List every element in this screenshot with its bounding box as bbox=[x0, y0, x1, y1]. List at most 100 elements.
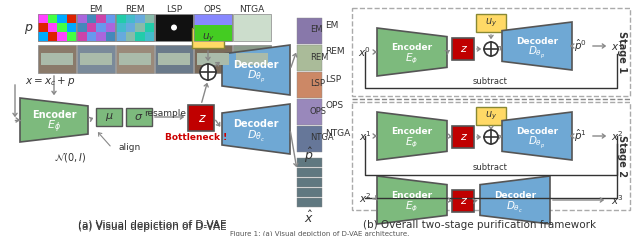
Bar bbox=[155, 14, 193, 41]
Bar bbox=[197, 53, 229, 65]
Bar bbox=[476, 14, 506, 32]
Text: LSP: LSP bbox=[310, 80, 325, 88]
Text: (a) Visual depiction of D-VAE: (a) Visual depiction of D-VAE bbox=[77, 222, 227, 232]
Bar bbox=[452, 38, 474, 60]
Text: p: p bbox=[24, 21, 32, 34]
Text: Encoder: Encoder bbox=[392, 42, 433, 51]
Text: $\hat{p}^0$: $\hat{p}^0$ bbox=[573, 38, 586, 54]
Text: $x^1$: $x^1$ bbox=[611, 39, 623, 53]
Bar bbox=[47, 14, 57, 23]
Bar bbox=[106, 23, 115, 32]
Text: OPS: OPS bbox=[204, 5, 222, 14]
Bar bbox=[96, 23, 106, 32]
Text: Bottleneck !: Bottleneck ! bbox=[165, 134, 227, 143]
Bar bbox=[96, 108, 122, 126]
Bar bbox=[47, 32, 57, 41]
Text: Figure 1: (a) Visual depiction of D-VAE architecture.: Figure 1: (a) Visual depiction of D-VAE … bbox=[230, 231, 410, 236]
Text: z: z bbox=[460, 132, 466, 142]
Text: (b) Overall two-stage purification framework: (b) Overall two-stage purification frame… bbox=[364, 220, 596, 230]
Bar bbox=[135, 23, 145, 32]
Text: $E_\phi$: $E_\phi$ bbox=[47, 119, 61, 135]
Text: REM: REM bbox=[125, 5, 145, 14]
Text: z: z bbox=[198, 111, 204, 125]
Bar bbox=[67, 32, 76, 41]
Text: $x^3$: $x^3$ bbox=[611, 193, 623, 207]
Bar bbox=[116, 32, 125, 41]
Text: $x^2$: $x^2$ bbox=[611, 129, 623, 143]
Text: $\hat{p}$: $\hat{p}$ bbox=[304, 145, 314, 164]
Text: LSP: LSP bbox=[166, 5, 182, 14]
Bar bbox=[452, 190, 474, 212]
Bar bbox=[452, 126, 474, 148]
Text: $\hat{p}^1$: $\hat{p}^1$ bbox=[573, 128, 586, 144]
Bar bbox=[352, 102, 630, 210]
Text: OPS: OPS bbox=[325, 101, 343, 110]
Bar bbox=[297, 126, 322, 152]
Text: $\hat{x}$: $\hat{x}$ bbox=[304, 210, 314, 226]
Bar bbox=[297, 99, 322, 125]
Bar bbox=[297, 18, 322, 44]
Bar bbox=[192, 28, 224, 48]
Text: align: align bbox=[119, 143, 141, 152]
Bar bbox=[38, 14, 76, 41]
Text: $x^1$: $x^1$ bbox=[358, 129, 371, 143]
Bar bbox=[41, 53, 73, 65]
Polygon shape bbox=[20, 98, 88, 142]
Bar bbox=[145, 32, 154, 41]
Bar bbox=[116, 14, 154, 41]
Bar bbox=[116, 23, 125, 32]
Polygon shape bbox=[377, 176, 447, 224]
Bar bbox=[86, 23, 96, 32]
Bar bbox=[77, 14, 86, 23]
Text: $u_y$: $u_y$ bbox=[485, 110, 497, 122]
Bar bbox=[96, 14, 106, 23]
Bar bbox=[194, 14, 232, 41]
Text: $D_{\theta_p}$: $D_{\theta_p}$ bbox=[528, 45, 546, 61]
Polygon shape bbox=[377, 112, 447, 160]
Polygon shape bbox=[480, 176, 550, 224]
Bar bbox=[297, 158, 322, 167]
Bar bbox=[233, 14, 271, 41]
Bar bbox=[38, 14, 47, 23]
Bar bbox=[297, 168, 322, 177]
Text: $\mathcal{N}(0,I)$: $\mathcal{N}(0,I)$ bbox=[54, 152, 86, 164]
Bar bbox=[297, 45, 322, 71]
Circle shape bbox=[484, 130, 498, 144]
Circle shape bbox=[200, 64, 216, 80]
Bar bbox=[352, 8, 630, 96]
Bar bbox=[38, 32, 47, 41]
Text: resample: resample bbox=[144, 109, 186, 118]
Text: Stage 2: Stage 2 bbox=[617, 135, 627, 177]
Text: OPS: OPS bbox=[310, 106, 327, 115]
Bar bbox=[116, 14, 125, 23]
Text: $u_y$: $u_y$ bbox=[202, 32, 214, 44]
Bar bbox=[86, 14, 96, 23]
Text: Decoder: Decoder bbox=[233, 119, 279, 129]
Bar bbox=[297, 72, 322, 98]
Text: EM: EM bbox=[310, 25, 323, 34]
Text: EM: EM bbox=[325, 21, 339, 30]
Bar bbox=[145, 14, 154, 23]
Bar bbox=[194, 25, 232, 41]
Text: subtract: subtract bbox=[472, 164, 508, 173]
Bar bbox=[38, 14, 76, 41]
Text: $E_\phi$: $E_\phi$ bbox=[406, 52, 419, 66]
Text: $x^2$: $x^2$ bbox=[358, 191, 371, 205]
Bar bbox=[67, 23, 76, 32]
Text: $D_{\theta_c}$: $D_{\theta_c}$ bbox=[247, 128, 265, 143]
Bar bbox=[77, 14, 115, 41]
Text: $x^0$: $x^0$ bbox=[358, 45, 371, 59]
Polygon shape bbox=[222, 104, 290, 154]
Bar bbox=[188, 105, 214, 131]
Bar bbox=[145, 23, 154, 32]
Bar bbox=[57, 14, 67, 23]
Bar bbox=[96, 32, 106, 41]
Bar bbox=[135, 32, 145, 41]
Bar bbox=[80, 53, 112, 65]
Bar bbox=[57, 32, 67, 41]
Text: Decoder: Decoder bbox=[233, 60, 279, 70]
Text: (a) Visual depiction of D-VAE: (a) Visual depiction of D-VAE bbox=[77, 220, 227, 230]
Text: NTGA: NTGA bbox=[239, 5, 264, 14]
Text: $E_\phi$: $E_\phi$ bbox=[406, 136, 419, 150]
Bar bbox=[116, 45, 154, 73]
